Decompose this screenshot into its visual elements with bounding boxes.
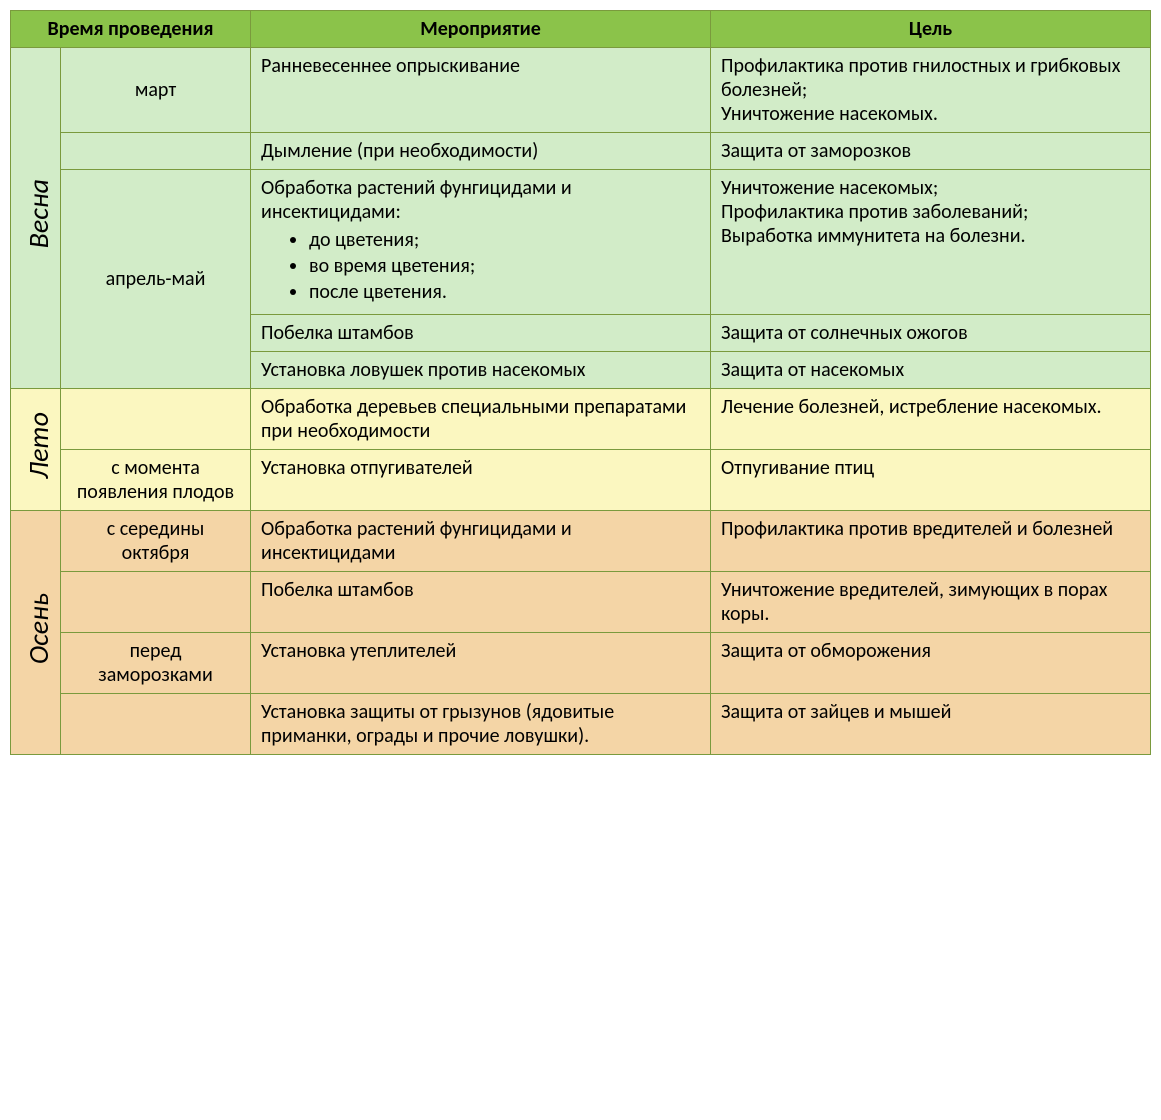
goal-cell: Защита от зайцев и мышей	[711, 694, 1151, 755]
season-spring: Весна	[11, 48, 61, 389]
event-cell: Обработка растений фунгицидами и инсекти…	[251, 170, 711, 315]
event-cell: Побелка штамбов	[251, 315, 711, 352]
event-cell: Установка защиты от грызунов (ядовитые п…	[251, 694, 711, 755]
goal-cell: Защита от заморозков	[711, 133, 1151, 170]
table-row: Установка защиты от грызунов (ядовитые п…	[11, 694, 1151, 755]
time-cell: с момента появления плодов	[61, 450, 251, 511]
table-row: апрель-май Обработка растений фунгицидам…	[11, 170, 1151, 315]
event-cell: Побелка штамбов	[251, 572, 711, 633]
table-row: Весна март Ранневесеннее опрыскивание Пр…	[11, 48, 1151, 133]
header-goal: Цель	[711, 11, 1151, 48]
time-cell: перед заморозками	[61, 633, 251, 694]
goal-cell: Уничтожение вредителей, зимующих в порах…	[711, 572, 1151, 633]
event-cell: Ранневесеннее опрыскивание	[251, 48, 711, 133]
goal-cell: Профилактика против гнилостных и грибков…	[711, 48, 1151, 133]
event-cell: Установка ловушек против насекомых	[251, 352, 711, 389]
time-cell: с середины октября	[61, 511, 251, 572]
season-autumn: Осень	[11, 511, 61, 755]
time-cell	[61, 133, 251, 170]
goal-cell: Лечение болезней, истребление насекомых.	[711, 389, 1151, 450]
time-cell	[61, 694, 251, 755]
table-header-row: Время проведения Мероприятие Цель	[11, 11, 1151, 48]
event-cell: Установка утеплителей	[251, 633, 711, 694]
event-cell: Обработка деревьев специальными препарат…	[251, 389, 711, 450]
table-row: Побелка штамбов Уничтожение вредителей, …	[11, 572, 1151, 633]
season-spring-label: Весна	[21, 179, 56, 248]
goal-cell: Профилактика против вредителей и болезне…	[711, 511, 1151, 572]
event-cell: Обработка растений фунгицидами и инсекти…	[251, 511, 711, 572]
time-cell: март	[61, 48, 251, 133]
event-cell: Установка отпугивателей	[251, 450, 711, 511]
table-row: Лето Обработка деревьев специальными пре…	[11, 389, 1151, 450]
event-intro: Обработка растений фунгицидами и инсекти…	[261, 176, 572, 224]
table-row: перед заморозками Установка утеплителей …	[11, 633, 1151, 694]
table-row: Дымление (при необходимости) Защита от з…	[11, 133, 1151, 170]
time-cell	[61, 389, 251, 450]
schedule-table: Время проведения Мероприятие Цель Весна …	[10, 10, 1151, 755]
event-cell: Дымление (при необходимости)	[251, 133, 711, 170]
season-autumn-label: Осень	[21, 593, 56, 664]
goal-cell: Уничтожение насекомых; Профилактика прот…	[711, 170, 1151, 315]
time-cell	[61, 572, 251, 633]
event-bullet: после цветения.	[309, 280, 700, 304]
table-row: Осень с середины октября Обработка расте…	[11, 511, 1151, 572]
table-row: с момента появления плодов Установка отп…	[11, 450, 1151, 511]
goal-cell: Отпугивание птиц	[711, 450, 1151, 511]
time-cell: апрель-май	[61, 170, 251, 389]
event-bullet: до цветения;	[309, 228, 700, 252]
event-bullets: до цветения; во время цветения; после цв…	[261, 228, 700, 304]
header-event: Мероприятие	[251, 11, 711, 48]
header-time: Время проведения	[11, 11, 251, 48]
goal-cell: Защита от солнечных ожогов	[711, 315, 1151, 352]
event-bullet: во время цветения;	[309, 254, 700, 278]
goal-cell: Защита от насекомых	[711, 352, 1151, 389]
season-summer: Лето	[11, 389, 61, 511]
season-summer-label: Лето	[21, 412, 56, 479]
goal-cell: Защита от обморожения	[711, 633, 1151, 694]
